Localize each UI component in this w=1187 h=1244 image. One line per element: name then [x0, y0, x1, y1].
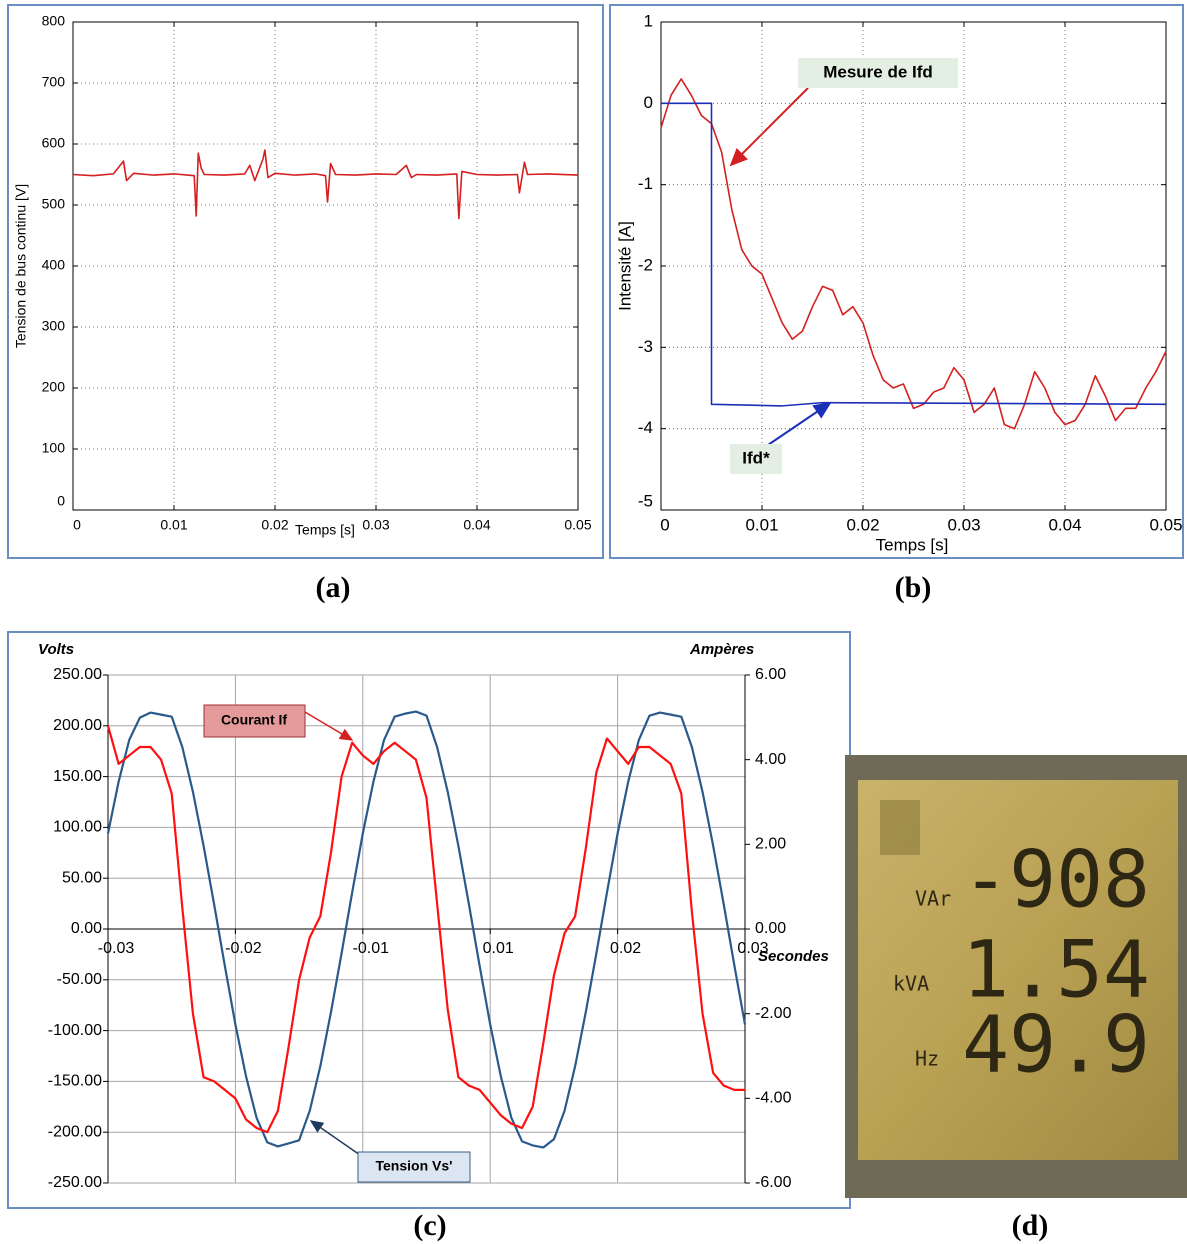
y2-tick-label: 2.00 [755, 836, 786, 853]
panel-frame [7, 631, 851, 1209]
x-tick-label: 0 [660, 515, 669, 534]
caption: (a) [316, 571, 351, 604]
data-line [106, 725, 745, 1134]
callout-label: Ifd* [742, 448, 770, 467]
y2-tick-label: 6.00 [755, 666, 786, 683]
callout-box [357, 1151, 471, 1183]
y-tick-label: 150.00 [53, 768, 102, 785]
lcd-unit: Hz [915, 1047, 939, 1071]
y-tick-label: 200.00 [53, 717, 102, 734]
x-tick-label: 0.04 [1048, 515, 1081, 534]
data-line [661, 102, 1167, 407]
callout-box [798, 58, 958, 88]
x-tick-label: 0.01 [483, 940, 514, 957]
y-tick-label: -200.00 [48, 1123, 102, 1140]
lcd-reading: 49.9 [962, 1000, 1150, 1090]
y-tick-label: 0.00 [71, 920, 102, 937]
callout-label: Mesure de Ifd [823, 62, 933, 81]
y-tick-label: 100 [42, 440, 66, 456]
y-tick-label: 50.00 [62, 869, 102, 886]
callout-box [203, 704, 306, 738]
y-tick-label: 500 [42, 196, 66, 212]
y-tick-label: 250.00 [53, 666, 102, 683]
y-tick-label: 600 [42, 135, 66, 151]
x-tick-label: 0.02 [261, 517, 288, 533]
data-line [72, 149, 579, 220]
x-tick-label: 0.03 [947, 515, 980, 534]
caption: (d) [1012, 1209, 1049, 1242]
panel-frame [7, 4, 604, 559]
x-tick-label: -0.02 [225, 940, 262, 957]
y-axis-title: Intensité [A] [615, 221, 634, 311]
callout-arrow [309, 1120, 361, 1156]
y-tick-label: 1 [644, 11, 653, 30]
callout-label: Courant If [221, 712, 287, 728]
panel-frame [609, 4, 1184, 559]
x-tick-label: 0.03 [362, 517, 389, 533]
x-tick-label: 0.01 [745, 515, 778, 534]
lcd-unit: VAr [915, 887, 951, 911]
y-tick-label: -50.00 [57, 971, 102, 988]
y-tick-label: -250.00 [48, 1174, 102, 1191]
y2-tick-label: 4.00 [755, 751, 786, 768]
y2-axis-title: Ampères [689, 641, 754, 658]
y2-tick-label: -2.00 [755, 1005, 792, 1022]
caption: (c) [413, 1209, 446, 1242]
y-tick-label: -3 [638, 337, 653, 356]
y-tick-label: -2 [638, 255, 653, 274]
y-tick-label: 200 [42, 379, 66, 395]
x-tick-label: 0.05 [564, 517, 591, 533]
lcd-reading: -908 [962, 835, 1150, 925]
y-tick-label: -150.00 [48, 1073, 102, 1090]
x-tick-label: 0.02 [846, 515, 879, 534]
caption: (b) [895, 571, 932, 604]
plot-border [72, 21, 579, 511]
callout-arrow [304, 711, 354, 741]
y-tick-label: 700 [42, 74, 66, 90]
callout-arrow [729, 87, 809, 167]
callout-box [730, 444, 782, 474]
lcd-reading: 1.54 [962, 925, 1150, 1015]
y2-tick-label: -4.00 [755, 1090, 792, 1107]
callout-label: Tension Vs' [376, 1158, 453, 1174]
y-tick-label: 100.00 [53, 819, 102, 836]
y-tick-label: 0 [57, 493, 65, 509]
y-tick-label: -4 [638, 418, 653, 437]
y-tick-label: -5 [638, 491, 653, 510]
y-tick-label: 400 [42, 257, 66, 273]
x-tick-label: -0.01 [353, 940, 390, 957]
data-line [660, 78, 1167, 430]
x-tick-label: -0.03 [98, 940, 135, 957]
x-axis-title: Secondes [758, 948, 829, 965]
y-axis-title: Volts [38, 641, 74, 658]
x-tick-label: 0.01 [160, 517, 187, 533]
y-axis-title: Tension de bus continu [V] [13, 184, 29, 348]
x-tick-label: 0.02 [610, 940, 641, 957]
x-tick-label: 0.04 [463, 517, 490, 533]
y-tick-label: -100.00 [48, 1022, 102, 1039]
plot-border [660, 21, 1167, 511]
x-axis-title: Temps [s] [295, 522, 355, 538]
y2-tick-label: -6.00 [755, 1174, 792, 1191]
callout-arrow [764, 401, 832, 448]
y-tick-label: 0 [644, 93, 653, 112]
lcd-glare [880, 800, 920, 855]
y-tick-label: 800 [42, 13, 66, 29]
y-tick-label: 300 [42, 318, 66, 334]
x-tick-label: 0.05 [1149, 515, 1182, 534]
x-tick-label: 0 [73, 517, 81, 533]
y-tick-label: -1 [638, 174, 653, 193]
y2-tick-label: 0.00 [755, 920, 786, 937]
data-line [106, 710, 747, 1149]
lcd-unit: kVA [893, 972, 929, 996]
x-axis-title: Temps [s] [876, 535, 949, 554]
